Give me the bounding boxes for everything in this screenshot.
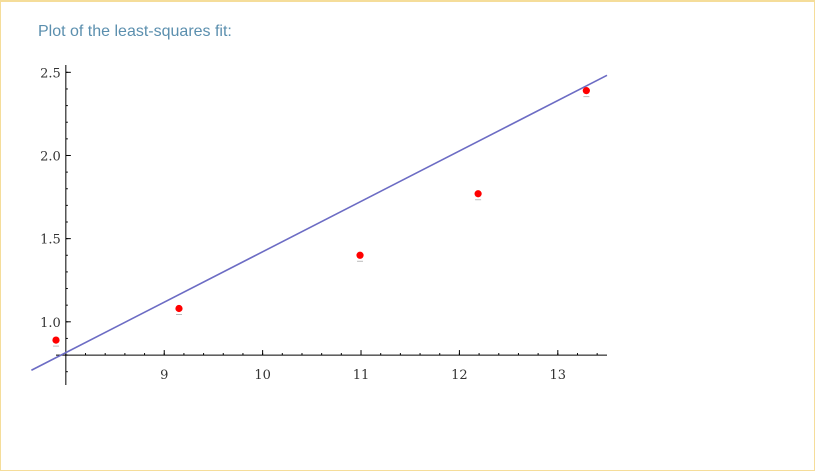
pod-title: Plot of the least-squares fit:	[38, 23, 232, 40]
x-tick-label: 9	[160, 368, 168, 383]
y-tick-label: 2.0	[40, 149, 61, 164]
data-point	[356, 251, 364, 259]
x-tick-label: 11	[353, 368, 370, 383]
x-tick-label: 10	[254, 368, 271, 383]
data-points	[52, 87, 590, 347]
x-tick-label: 13	[550, 368, 567, 383]
data-point	[175, 304, 183, 313]
data-point	[52, 336, 60, 344]
y-ticks: 1.0 1.5 2.0 2.5	[40, 66, 71, 331]
x-tick-label: 12	[451, 368, 468, 383]
y-tick-label: 1.5	[40, 233, 61, 248]
y-tick-label: 1.0	[40, 316, 61, 331]
y-tick-label: 2.5	[40, 66, 61, 81]
x-ticks: 9 10 11 12 13	[160, 350, 566, 383]
data-point	[474, 190, 482, 198]
data-point	[582, 87, 590, 95]
fit-line	[31, 74, 608, 371]
